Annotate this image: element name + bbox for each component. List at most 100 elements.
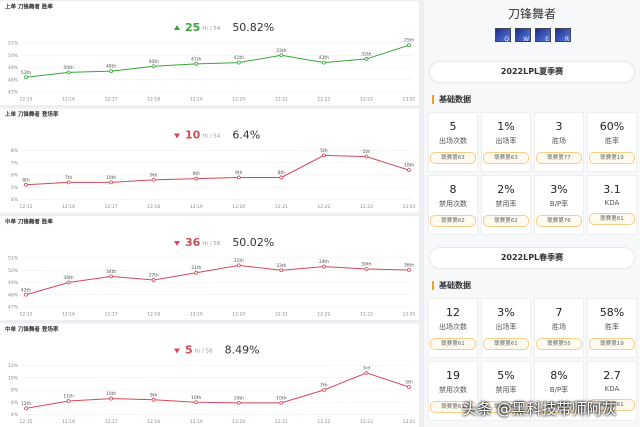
stat-label: 出场率 (495, 323, 517, 331)
x-tick-label: 12:16 (62, 204, 75, 210)
point (364, 370, 369, 375)
x-tick-label: 12:21 (275, 419, 288, 425)
point (279, 400, 284, 405)
stat-value: 5% (497, 369, 515, 382)
stat-value: 8 (449, 183, 457, 196)
stat-value: 3.1 (603, 183, 621, 196)
y-tick-label: 47% (8, 90, 19, 96)
point-label: 34th (106, 269, 116, 275)
point-label: 33th (276, 48, 286, 54)
point (194, 61, 199, 66)
league-rank: 联赛第61 (483, 401, 529, 413)
point (151, 177, 156, 182)
x-tick-label: 12:19 (190, 204, 203, 210)
stat-card: 2.7 KDA 联赛第61 (587, 361, 637, 421)
y-tick-label: 7% (11, 160, 19, 166)
trend-line (25, 44, 410, 78)
y-tick-label: 8% (11, 148, 19, 154)
point-label: 33th (276, 263, 286, 269)
point-label: 9th (150, 172, 158, 178)
y-tick-label: 49% (8, 65, 19, 71)
point (66, 399, 71, 403)
panel-title: 中单 刀锋舞者 登场率 (5, 325, 59, 333)
y-tick-label: 12% (8, 363, 19, 369)
x-tick-label: 12:19 (190, 97, 203, 103)
panel-bg (0, 323, 419, 427)
league-rank: 联赛第61 (589, 399, 635, 411)
stat-card: 7 胜场 联赛第55 (534, 298, 584, 358)
stat-label: 禁用率 (495, 386, 517, 394)
stat-label: 禁用次数 (439, 386, 467, 394)
league-rank: 联赛第62 (430, 215, 476, 227)
x-tick-label: 12:22 (317, 97, 330, 103)
point (279, 53, 284, 58)
y-tick-label: 6% (11, 400, 19, 406)
point (66, 70, 71, 75)
x-tick-label: 12:16 (62, 312, 75, 318)
point-label: 32th (361, 51, 371, 57)
stat-card: 8 禁用次数 联赛第62 (428, 175, 478, 235)
point (194, 176, 199, 181)
x-tick-label: 12:20 (232, 97, 245, 103)
point-label: 10th (106, 391, 116, 397)
point-label: 40th (148, 59, 158, 65)
x-tick-label: 12:18 (147, 97, 160, 103)
point (151, 278, 156, 282)
section-title: 基础数据 (432, 95, 471, 104)
point (236, 400, 241, 405)
point-label: 10th (404, 163, 414, 169)
panel-bg (0, 1, 419, 105)
y-tick-label: 47% (8, 305, 19, 311)
point-label: 10th (106, 175, 116, 181)
stat-card: 1% 出场率 联赛第63 (481, 112, 531, 172)
y-tick-label: 49% (8, 280, 19, 286)
point (151, 397, 156, 402)
trend-line (25, 264, 410, 296)
stat-label: 胜率 (605, 323, 619, 331)
league-rank: 联赛第63 (483, 152, 529, 164)
x-tick-label: 12:23 (360, 97, 373, 103)
league-rank: 联赛第61 (589, 213, 635, 225)
current-value: 8.49% (225, 344, 260, 357)
point (407, 385, 411, 389)
season-dropdown[interactable]: 2022LPL夏季赛 (430, 62, 634, 82)
point (407, 168, 411, 173)
league-rank: 联赛第61 (536, 401, 582, 413)
x-tick-label: 12:22 (317, 419, 330, 425)
x-tick-label: 12:17 (105, 204, 118, 210)
point-label: 5th (405, 379, 413, 385)
x-tick-label: 12:22 (317, 204, 330, 210)
point-label: 25th (404, 38, 414, 44)
point-label: 3rd (363, 365, 371, 371)
season-dropdown[interactable]: 2022LPL春季赛 (430, 248, 634, 268)
point-label: 43th (319, 55, 329, 61)
y-tick-label: 8% (11, 388, 19, 394)
point (407, 268, 411, 272)
point (151, 64, 156, 69)
point-label: 7th (65, 175, 73, 181)
point-label: 9th (150, 392, 158, 398)
x-tick-label: 12:23 (360, 419, 373, 425)
x-tick-label: 13:01 (403, 419, 416, 425)
league-rank: 联赛第62 (483, 215, 529, 227)
x-tick-label: 12:20 (232, 204, 245, 210)
panel-title: 上单 刀锋舞者 胜率 (5, 3, 53, 11)
point-label: 10th (191, 395, 201, 401)
stat-label: 出场率 (495, 137, 517, 145)
current-value: 50.02% (232, 236, 274, 249)
x-tick-label: 12:18 (147, 419, 160, 425)
rank: 5 (185, 344, 193, 357)
point-label: 9th (235, 170, 243, 176)
skill-icon: W (515, 28, 531, 43)
hero-panel: 刀锋舞者 Q W E R 2022LPL夏季赛 基础数据 5 出场次数 联赛第63 1% 出场率 联赛… (424, 0, 640, 427)
y-tick-label: 48% (8, 77, 19, 83)
stat-card: 58% 胜率 联赛第19 (587, 298, 637, 358)
stat-card: 3 胜场 联赛第77 (534, 112, 584, 172)
x-tick-label: 12:17 (105, 97, 118, 103)
league-rank: 联赛第61 (430, 338, 476, 350)
stat-value: 19 (446, 369, 460, 382)
league-rank: 联赛第19 (589, 338, 635, 350)
